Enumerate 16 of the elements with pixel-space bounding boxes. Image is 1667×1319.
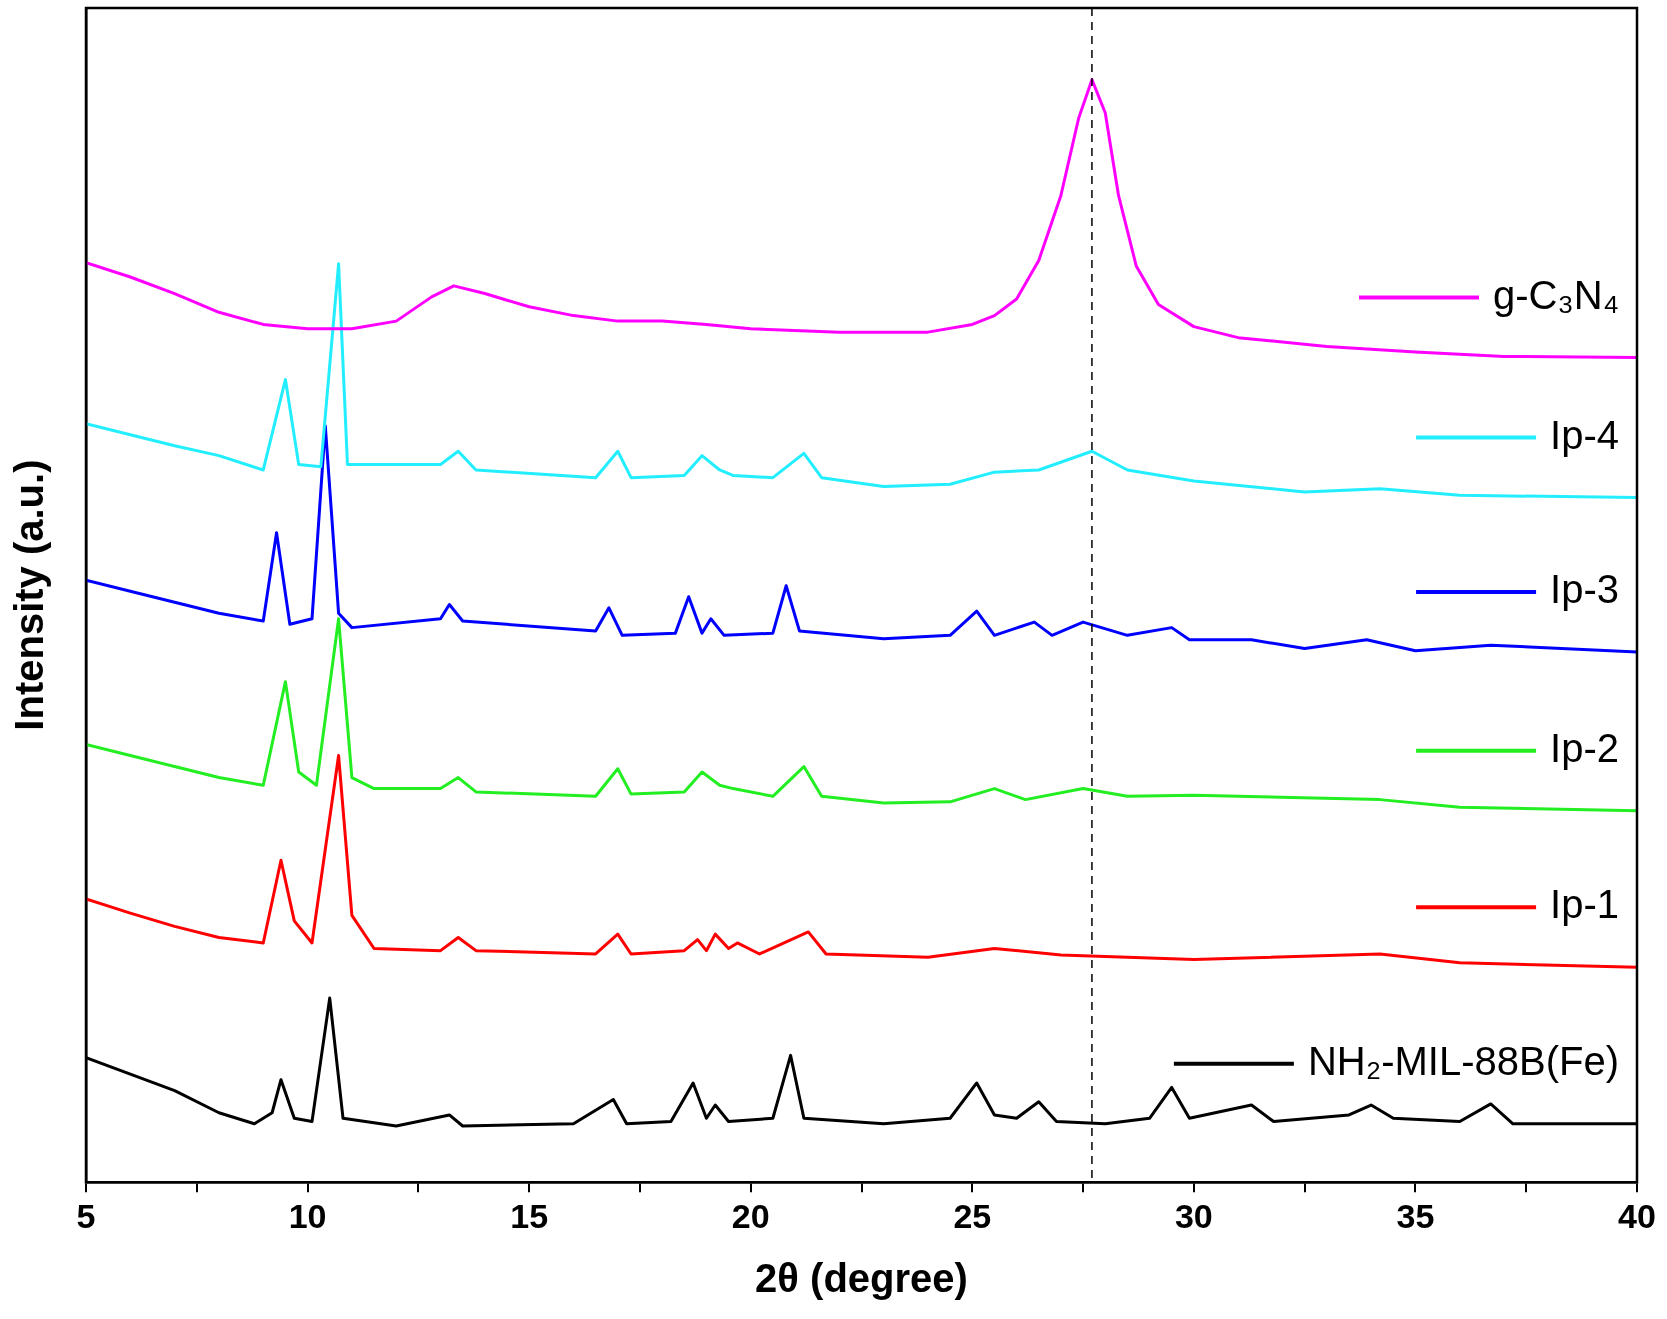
x-axis-title: 2θ (degree): [755, 1256, 968, 1301]
legend-label: NH₂-MIL-88B(Fe): [1307, 1038, 1619, 1083]
legend-label: g-C₃N₄: [1493, 272, 1619, 317]
legend-label: Ip-2: [1550, 725, 1619, 770]
legend-label: Ip-3: [1550, 566, 1619, 611]
x-tick-label: 20: [731, 1196, 770, 1235]
y-axis-title: Intensity (a.u.): [7, 459, 52, 731]
x-tick-label: 15: [510, 1196, 549, 1235]
x-tick-label: 35: [1396, 1196, 1435, 1235]
x-tick-label: 30: [1174, 1196, 1213, 1235]
legend-label: Ip-4: [1550, 412, 1619, 457]
x-tick-label: 5: [76, 1196, 96, 1235]
x-tick-label: 10: [288, 1196, 327, 1235]
x-tick-label: 40: [1618, 1196, 1656, 1235]
legend-label: Ip-1: [1550, 882, 1619, 927]
x-tick-label: 25: [953, 1196, 992, 1235]
